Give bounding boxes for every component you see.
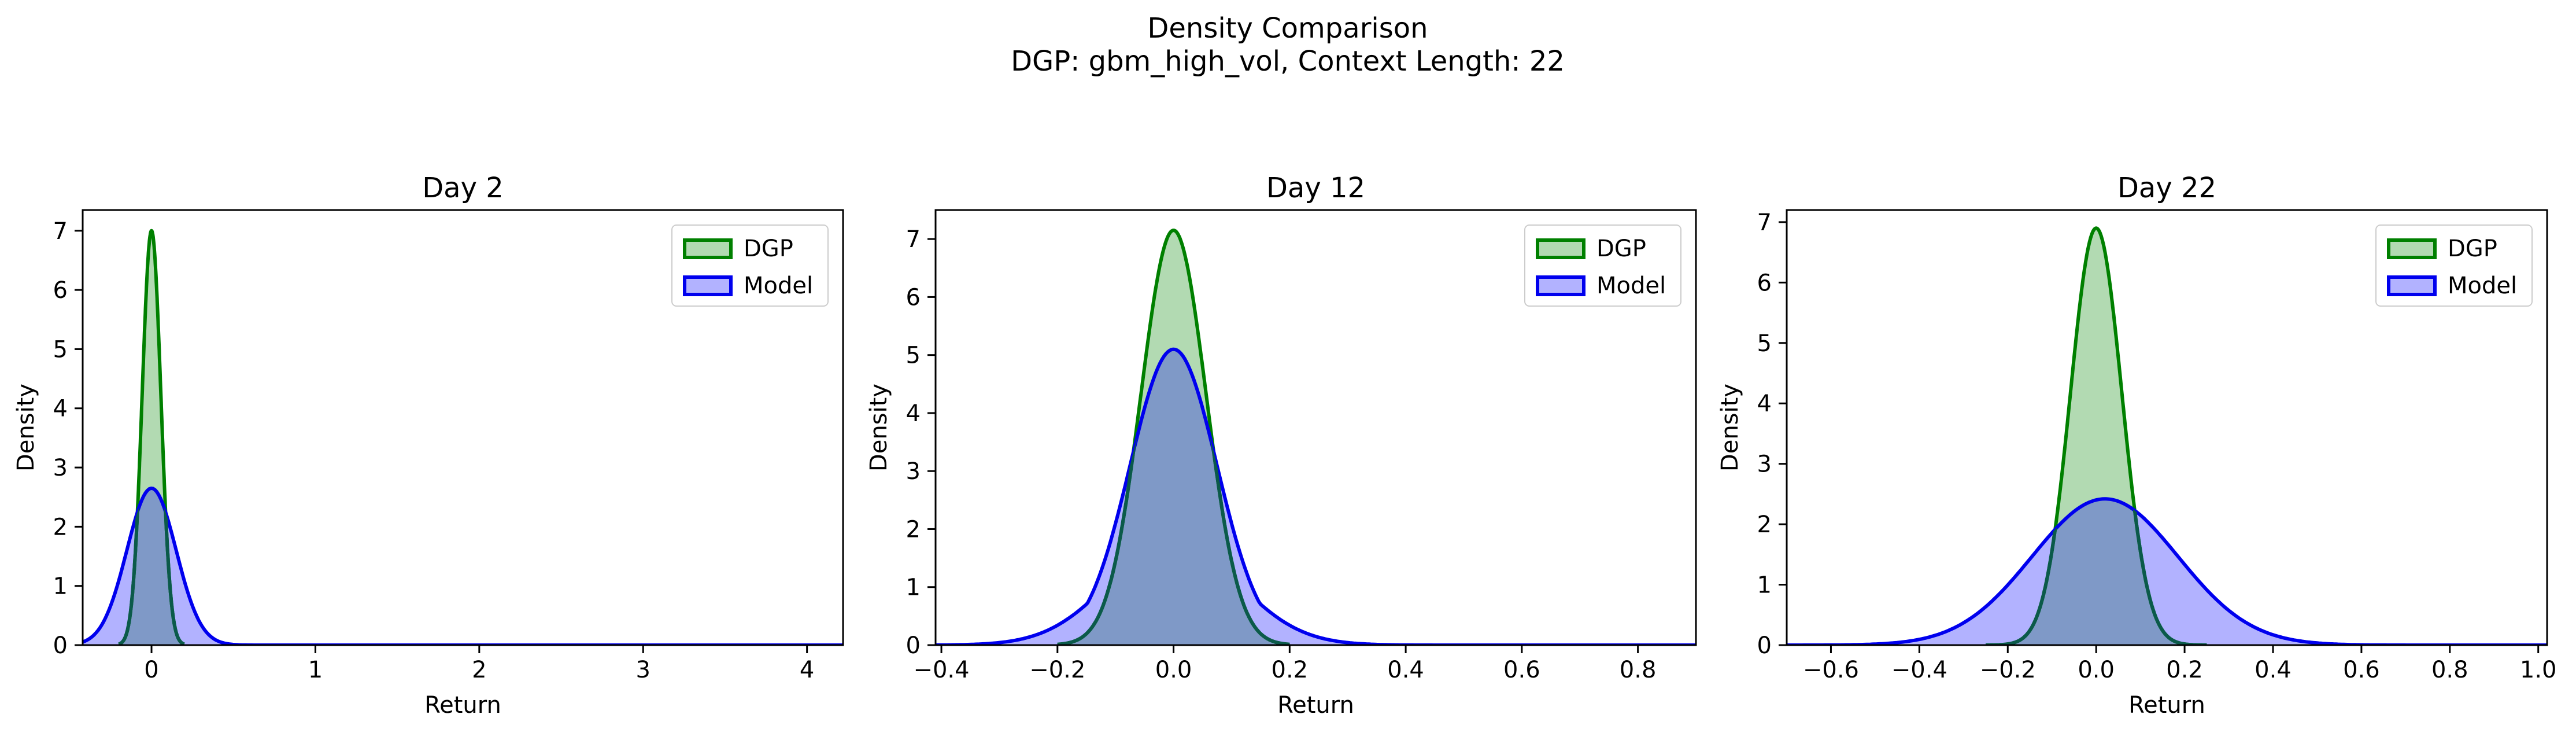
x-tick-label: 1.0 [2520, 657, 2557, 683]
y-tick-label: 5 [906, 343, 921, 369]
y-tick-label: 6 [906, 284, 921, 311]
x-tick-label: 4 [800, 657, 814, 683]
y-tick-label: 5 [1757, 330, 1772, 357]
line-model [1787, 497, 2547, 645]
x-tick-label: 1 [308, 657, 323, 683]
y-tick-label: 7 [53, 218, 68, 245]
panel-title: Day 2 [422, 172, 504, 204]
y-tick-label: 1 [906, 575, 921, 601]
plot-area [1787, 226, 2547, 645]
legend-label-dgp: DGP [2448, 235, 2497, 262]
line-model [83, 486, 843, 645]
plot-area [936, 229, 1696, 645]
legend-swatch-model [2387, 275, 2437, 296]
plot-area [83, 229, 843, 645]
x-tick-label: 0.4 [1387, 657, 1424, 683]
y-axis-label: Density [866, 384, 892, 472]
legend: DGP Model [1524, 224, 1681, 307]
x-tick-label: −0.6 [1803, 657, 1859, 683]
y-tick-label: 4 [906, 400, 921, 427]
legend-label-model: Model [1596, 273, 1666, 299]
y-tick-label: 1 [53, 573, 68, 600]
y-tick-label: 2 [906, 516, 921, 543]
x-tick-label: −0.4 [1891, 657, 1947, 683]
y-tick-label: 1 [1757, 572, 1772, 599]
panel-3: Day 22 −0.6 −0.4 −0.2 0.0 0.2 0.4 0.6 0.8 1.0 0 1 2 3… [1717, 172, 2557, 719]
x-tick-label: 0.6 [1503, 657, 1540, 683]
figure-subtitle: DGP: gbm_high_vol, Context Length: 22 [1011, 45, 1565, 78]
y-tick-label: 0 [1757, 632, 1772, 659]
legend-swatch-model [1536, 275, 1585, 296]
figure-title: Density Comparison [1147, 12, 1428, 45]
area-dgp [1986, 228, 2207, 645]
legend-swatch-dgp [1536, 238, 1585, 259]
panel-title: Day 22 [2117, 172, 2216, 204]
y-axis-label: Density [13, 384, 39, 472]
x-tick-label: 0.0 [2078, 657, 2115, 683]
panel-title: Day 12 [1266, 172, 1365, 204]
legend-label-dgp: DGP [1596, 235, 1646, 262]
x-axis-label: Return [1277, 692, 1354, 719]
y-tick-label: 6 [1757, 270, 1772, 296]
y-tick-label: 6 [53, 277, 68, 304]
legend-swatch-dgp [683, 238, 733, 259]
line-dgp-overlap [118, 488, 185, 645]
area-overlap [1057, 349, 1290, 645]
x-axis-label: Return [2128, 692, 2205, 719]
x-tick-label: 0.2 [2166, 657, 2203, 683]
x-tick-label: 0.8 [2431, 657, 2468, 683]
y-tick-label: 3 [1757, 451, 1772, 478]
axes-frame [934, 209, 1697, 646]
x-tick-label: −0.4 [913, 657, 969, 683]
y-axis-label: Density [1717, 384, 1743, 472]
legend: DGP Model [671, 224, 829, 307]
x-tick-label: −0.2 [1029, 657, 1085, 683]
y-tick-label: 2 [1757, 511, 1772, 538]
y-tick-label: 7 [1757, 209, 1772, 236]
y-tick-label: 5 [53, 336, 68, 363]
x-tick-label: 0.2 [1272, 657, 1309, 683]
area-model [936, 349, 1696, 645]
legend: DGP Model [2375, 224, 2533, 307]
panel-1: Day 2 0 1 2 3 4 0 1 2 3 4 5 6 7 Return Density DGP Model [13, 172, 844, 719]
y-tick-label: 2 [53, 514, 68, 540]
x-tick-label: 0.8 [1620, 657, 1657, 683]
area-model [1787, 499, 2547, 645]
legend-label-model: Model [744, 273, 813, 299]
area-dgp [119, 230, 184, 645]
y-tick-label: 3 [53, 455, 68, 481]
y-tick-label: 3 [906, 458, 921, 485]
legend-swatch-dgp [2387, 238, 2437, 259]
line-dgp-overlap [1057, 349, 1290, 645]
legend-swatch-model [683, 275, 733, 296]
x-tick-label: 0.6 [2343, 657, 2380, 683]
panel-2: Day 12 −0.4 −0.2 0.0 0.2 0.4 0.6 0.8 0 1 2 3 4 5 6 7 Ret… [866, 172, 1697, 719]
y-tick-label: 0 [53, 632, 68, 659]
line-dgp-overlap [1986, 499, 2207, 645]
area-overlap [119, 488, 184, 645]
x-tick-label: −0.2 [1980, 657, 2036, 683]
x-tick-label: 0.0 [1155, 657, 1192, 683]
x-tick-label: 0.4 [2255, 657, 2292, 683]
y-tick-label: 0 [906, 632, 921, 659]
x-axis-label: Return [424, 692, 501, 719]
axes-frame [1786, 209, 2548, 646]
legend-label-model: Model [2448, 273, 2517, 299]
axes-frame [82, 209, 844, 646]
x-tick-label: 3 [636, 657, 651, 683]
y-tick-label: 4 [1757, 391, 1772, 417]
y-tick-label: 4 [53, 396, 68, 422]
x-tick-label: 0 [144, 657, 158, 683]
legend-label-dgp: DGP [744, 235, 793, 262]
y-tick-label: 7 [906, 226, 921, 253]
x-tick-label: 2 [472, 657, 486, 683]
line-model [936, 347, 1696, 645]
area-model [83, 488, 843, 645]
chart-panels: Day 20 1 2 3 401234567ReturnDensityDGPModelD… [13, 172, 2557, 719]
